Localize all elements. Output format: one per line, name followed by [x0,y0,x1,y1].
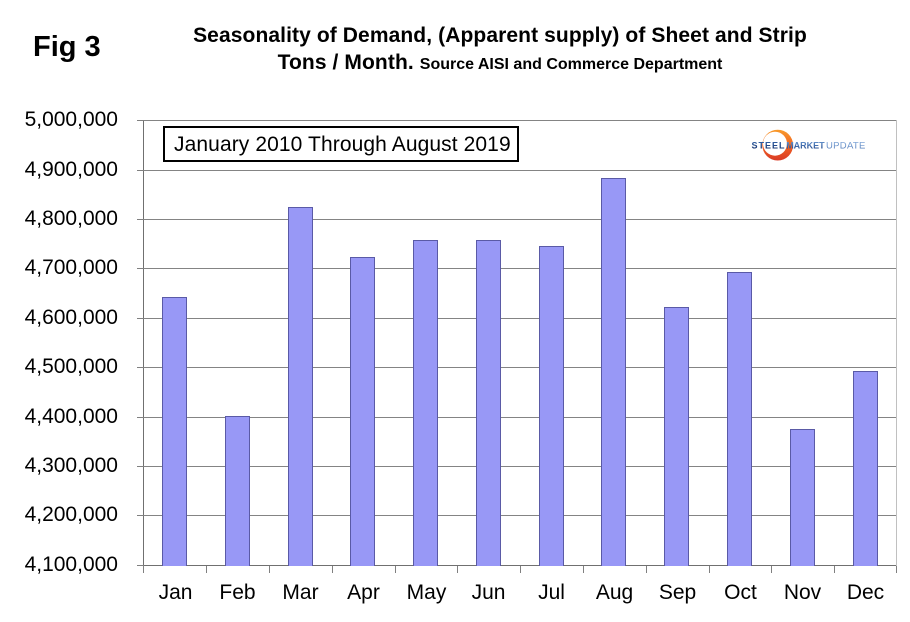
svg-text:UPDATE: UPDATE [826,141,866,152]
svg-text:MARKET: MARKET [786,141,825,151]
svg-text:STEEL: STEEL [752,141,786,151]
